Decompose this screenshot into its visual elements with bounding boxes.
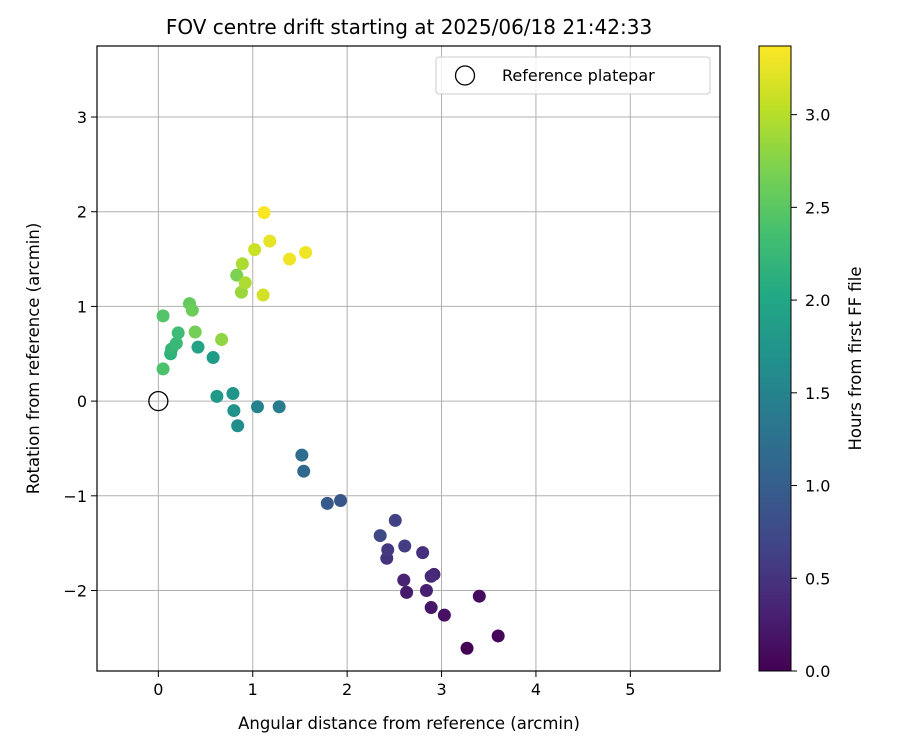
data-point [381, 543, 395, 557]
axis-ticks: 0 1 2 3 4 5 −2 −1 0 1 2 3 [63, 108, 635, 699]
colorbar-tick-label: 2.5 [805, 198, 830, 217]
data-point [491, 629, 505, 643]
colorbar-tick-label: 0.5 [805, 569, 830, 588]
legend: Reference platepar [435, 56, 711, 95]
grid-lines [97, 46, 720, 671]
data-point [156, 362, 170, 376]
data-point [238, 276, 252, 290]
y-tick-label: −1 [63, 487, 87, 506]
data-point [416, 546, 430, 560]
legend-box [435, 56, 711, 95]
data-point [185, 303, 199, 317]
data-point [156, 309, 170, 323]
x-tick-label: 5 [625, 680, 635, 699]
x-tick-label: 2 [342, 680, 352, 699]
colorbar-tick-label: 0.0 [805, 662, 830, 681]
data-point [398, 539, 412, 553]
data-point [227, 404, 241, 418]
colorbar-label: Hours from first FF file [846, 266, 865, 450]
data-point [256, 288, 270, 302]
data-point [206, 351, 220, 365]
data-point [248, 243, 262, 257]
data-point [419, 584, 433, 598]
data-point [320, 496, 334, 510]
data-point [283, 252, 297, 266]
data-point [295, 448, 309, 462]
x-tick-label: 4 [531, 680, 541, 699]
data-point [210, 389, 224, 403]
y-tick-label: 3 [77, 108, 87, 127]
y-axis-label: Rotation from reference (arcmin) [24, 223, 43, 495]
plot-frame [96, 45, 721, 672]
data-point [226, 387, 240, 401]
data-point [263, 234, 277, 248]
x-tick-label: 1 [248, 680, 258, 699]
x-tick-label: 0 [153, 680, 163, 699]
y-tick-label: 1 [77, 297, 87, 316]
data-point [460, 641, 474, 655]
data-points [148, 206, 505, 655]
data-point [272, 400, 286, 414]
data-point [215, 333, 229, 347]
data-point [334, 494, 348, 508]
x-axis-label: Angular distance from reference (arcmin) [238, 714, 580, 733]
data-point [250, 400, 264, 414]
y-tick-label: 2 [77, 203, 87, 222]
data-point [188, 325, 202, 339]
legend-entry-label: Reference platepar [502, 66, 655, 85]
data-point [169, 336, 183, 350]
chart-title: FOV centre drift starting at 2025/06/18 … [166, 15, 652, 39]
data-point [235, 257, 249, 271]
y-tick-label: −2 [63, 582, 87, 601]
x-tick-label: 3 [436, 680, 446, 699]
data-point [297, 464, 311, 478]
data-point [400, 585, 414, 599]
colorbar-tick-label: 2.0 [805, 291, 830, 310]
colorbar [758, 45, 792, 672]
colorbar-tick-label: 3.0 [805, 106, 830, 125]
data-point [230, 268, 244, 282]
data-point [424, 569, 438, 583]
data-point [424, 601, 438, 615]
data-point [191, 340, 205, 354]
data-point [257, 206, 271, 220]
colorbar-ticks: 0.0 0.5 1.0 1.5 2.0 2.5 3.0 [791, 106, 830, 681]
colorbar-tick-label: 1.0 [805, 477, 830, 496]
data-point [373, 529, 387, 543]
y-tick-label: 0 [77, 392, 87, 411]
reference-point-marker [148, 390, 169, 412]
data-point [472, 589, 486, 603]
data-point [388, 513, 402, 527]
data-point [397, 573, 411, 587]
data-point [231, 419, 245, 433]
data-point [437, 608, 451, 622]
legend-marker-icon [454, 65, 476, 86]
data-point [171, 326, 185, 340]
colorbar-tick-label: 1.5 [805, 384, 830, 403]
data-point [299, 245, 313, 259]
